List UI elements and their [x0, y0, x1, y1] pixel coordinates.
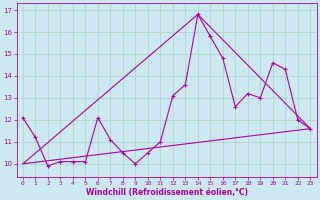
X-axis label: Windchill (Refroidissement éolien,°C): Windchill (Refroidissement éolien,°C) [85, 188, 248, 197]
